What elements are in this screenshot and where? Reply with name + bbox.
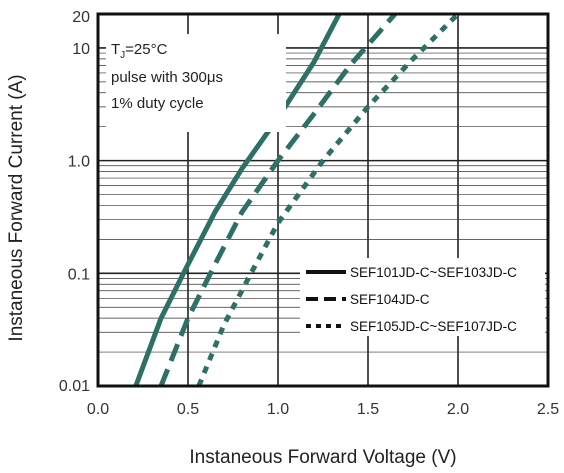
series-line-1	[133, 14, 342, 386]
series-layer	[133, 14, 460, 386]
series-line-3	[196, 14, 460, 386]
x-tick-label: 2.0	[447, 401, 469, 418]
plot-frame	[96, 12, 550, 388]
y-tick-label: 0.1	[68, 266, 90, 283]
y-axis-ticks: 0.01 0.1 1.0 10 20	[59, 9, 90, 395]
x-tick-label: 0.5	[177, 401, 199, 418]
x-tick-label: 2.5	[537, 401, 559, 418]
legend: SEF101JD-C~SEF103JD-C SEF104JD-C SEF105JD-…	[300, 258, 545, 336]
annotation-pulse: pulse with 300μs	[111, 69, 223, 86]
series-line-2	[158, 14, 397, 386]
x-tick-label: 1.5	[357, 401, 379, 418]
x-axis-title: Instaneous Forward Voltage (V)	[189, 447, 456, 468]
legend-label-2: SEF104JD-C	[350, 292, 430, 307]
y-tick-label: 1.0	[68, 154, 90, 171]
x-tick-label: 0.0	[87, 401, 109, 418]
annotation-t: T	[111, 41, 120, 58]
y-tick-label: 0.01	[59, 378, 90, 395]
annotation-background	[106, 34, 286, 132]
y-axis-title: Instaneous Forward Current (A)	[6, 74, 27, 341]
y-tick-label: 20	[72, 9, 90, 26]
y-tick-label: 10	[72, 41, 90, 58]
x-axis-ticks: 0.0 0.5 1.0 1.5 2.0 2.5	[87, 401, 559, 418]
annotation-temp-value: =25°C	[125, 41, 167, 58]
x-tick-label: 1.0	[267, 401, 289, 418]
annotation-subscript: J	[120, 50, 125, 61]
legend-label-1: SEF101JD-C~SEF103JD-C	[350, 265, 517, 280]
annotation-duty: 1% duty cycle	[111, 95, 204, 112]
condition-annotation: TJ=25°C pulse with 300μs 1% duty cycle	[106, 34, 286, 132]
legend-label-3: SEF105JD-C~SEF107JD-C	[350, 319, 517, 334]
annotation-junction-temp: TJ=25°C	[111, 41, 168, 61]
